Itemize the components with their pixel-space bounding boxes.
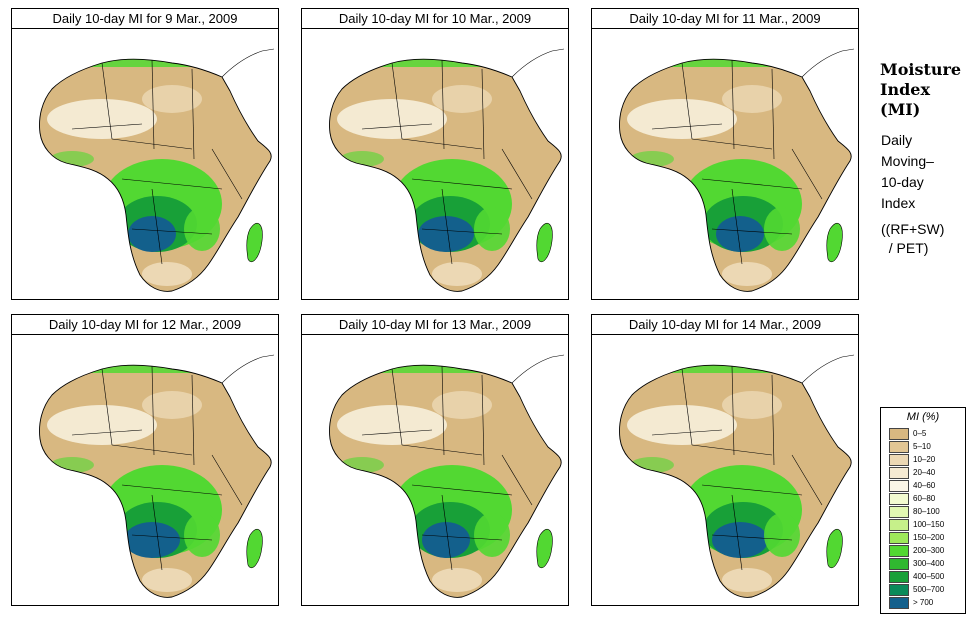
moisture-fill	[619, 59, 852, 292]
map-panel-4: Daily 10-day MI for 12 Mar., 2009	[11, 314, 279, 606]
legend-swatch	[889, 493, 909, 505]
legend-swatch	[889, 480, 909, 492]
moisture-index-title: Moisture Index (MI)	[880, 60, 961, 120]
legend-item: 40–60	[889, 480, 963, 492]
map-panel-1: Daily 10-day MI for 9 Mar., 2009	[11, 8, 279, 300]
country-borders	[329, 58, 562, 292]
panel-title: Daily 10-day MI for 11 Mar., 2009	[591, 8, 859, 29]
legend-item: 10–20	[889, 454, 963, 466]
legend-label: 200–300	[913, 546, 945, 555]
legend-item: > 700	[889, 597, 963, 609]
legend-label: 500–700	[913, 585, 945, 594]
map-panel-2: Daily 10-day MI for 10 Mar., 2009	[301, 8, 569, 300]
index-formula: ((RF+SW) / PET)	[881, 220, 944, 258]
legend-swatch	[889, 545, 909, 557]
legend-swatch	[889, 597, 909, 609]
formula-line: ((RF+SW)	[881, 221, 945, 237]
country-borders	[329, 364, 562, 598]
moisture-fill	[39, 365, 272, 598]
legend-swatch	[889, 441, 909, 453]
country-borders	[39, 58, 272, 292]
legend-label: 100–150	[913, 520, 945, 529]
map-panel-5: Daily 10-day MI for 13 Mar., 2009	[301, 314, 569, 606]
legend-label: 20–40	[913, 468, 936, 477]
africa-map	[11, 334, 279, 606]
moisture-fill	[39, 59, 272, 292]
legend-swatch	[889, 428, 909, 440]
legend-label: 0–5	[913, 429, 927, 438]
arabia-outline	[801, 354, 855, 384]
legend-item: 500–700	[889, 584, 963, 596]
panel-title: Daily 10-day MI for 12 Mar., 2009	[11, 314, 279, 335]
africa-map	[11, 28, 279, 300]
mi-legend: MI (%) 0–5 5–10 10–20 20–40 40–60 60–80 80–100…	[880, 407, 966, 614]
legend-label: 60–80	[913, 494, 936, 503]
africa-map	[301, 28, 569, 300]
legend-item: 60–80	[889, 493, 963, 505]
country-borders	[39, 364, 272, 598]
africa-map	[591, 334, 859, 606]
legend-label: 80–100	[913, 507, 940, 516]
title-line: Moisture	[880, 60, 962, 79]
legend-label: 150–200	[913, 533, 945, 542]
formula-line: / PET)	[881, 240, 929, 256]
legend-item: 200–300	[889, 545, 963, 557]
arabia-outline	[801, 48, 855, 78]
madagascar	[246, 529, 263, 569]
map-panel-6: Daily 10-day MI for 14 Mar., 2009	[591, 314, 859, 606]
legend-label: > 700	[913, 598, 934, 607]
legend-swatch	[889, 506, 909, 518]
legend-item: 300–400	[889, 558, 963, 570]
legend-swatch	[889, 558, 909, 570]
legend-swatch	[889, 571, 909, 583]
panel-title: Daily 10-day MI for 14 Mar., 2009	[591, 314, 859, 335]
map-panel-3: Daily 10-day MI for 11 Mar., 2009	[591, 8, 859, 300]
legend-item: 5–10	[889, 441, 963, 453]
desc-line: Daily	[881, 132, 913, 148]
legend-label: 40–60	[913, 481, 936, 490]
index-description: Daily Moving– 10-day Index	[881, 130, 934, 214]
desc-line: 10-day	[881, 174, 924, 190]
madagascar	[246, 223, 263, 263]
africa-map	[591, 28, 859, 300]
legend-swatch	[889, 467, 909, 479]
panel-title: Daily 10-day MI for 13 Mar., 2009	[301, 314, 569, 335]
legend-title: MI (%)	[906, 411, 940, 423]
legend-swatch	[889, 584, 909, 596]
africa-map	[301, 334, 569, 606]
legend-item: 400–500	[889, 571, 963, 583]
desc-line: Index	[881, 195, 916, 211]
panel-title: Daily 10-day MI for 10 Mar., 2009	[301, 8, 569, 29]
arabia-outline	[511, 48, 565, 78]
legend-label: 10–20	[913, 455, 936, 464]
panel-title: Daily 10-day MI for 9 Mar., 2009	[11, 8, 279, 29]
desc-line: Moving–	[881, 153, 934, 169]
madagascar	[536, 223, 553, 263]
legend-label: 300–400	[913, 559, 945, 568]
title-line: (MI)	[880, 100, 921, 119]
moisture-fill	[619, 365, 852, 598]
legend-label: 5–10	[913, 442, 931, 451]
legend-item: 0–5	[889, 428, 963, 440]
country-borders	[619, 364, 852, 598]
country-borders	[619, 58, 852, 292]
legend-swatch	[889, 532, 909, 544]
madagascar	[826, 223, 843, 263]
title-line: Index	[880, 80, 931, 99]
moisture-fill	[329, 365, 562, 598]
legend-item: 100–150	[889, 519, 963, 531]
legend-item: 80–100	[889, 506, 963, 518]
legend-item: 20–40	[889, 467, 963, 479]
madagascar	[826, 529, 843, 569]
legend-swatch	[889, 454, 909, 466]
legend-swatch	[889, 519, 909, 531]
arabia-outline	[221, 48, 275, 78]
arabia-outline	[511, 354, 565, 384]
arabia-outline	[221, 354, 275, 384]
legend-item: 150–200	[889, 532, 963, 544]
legend-label: 400–500	[913, 572, 945, 581]
moisture-fill	[329, 59, 562, 292]
madagascar	[536, 529, 553, 569]
